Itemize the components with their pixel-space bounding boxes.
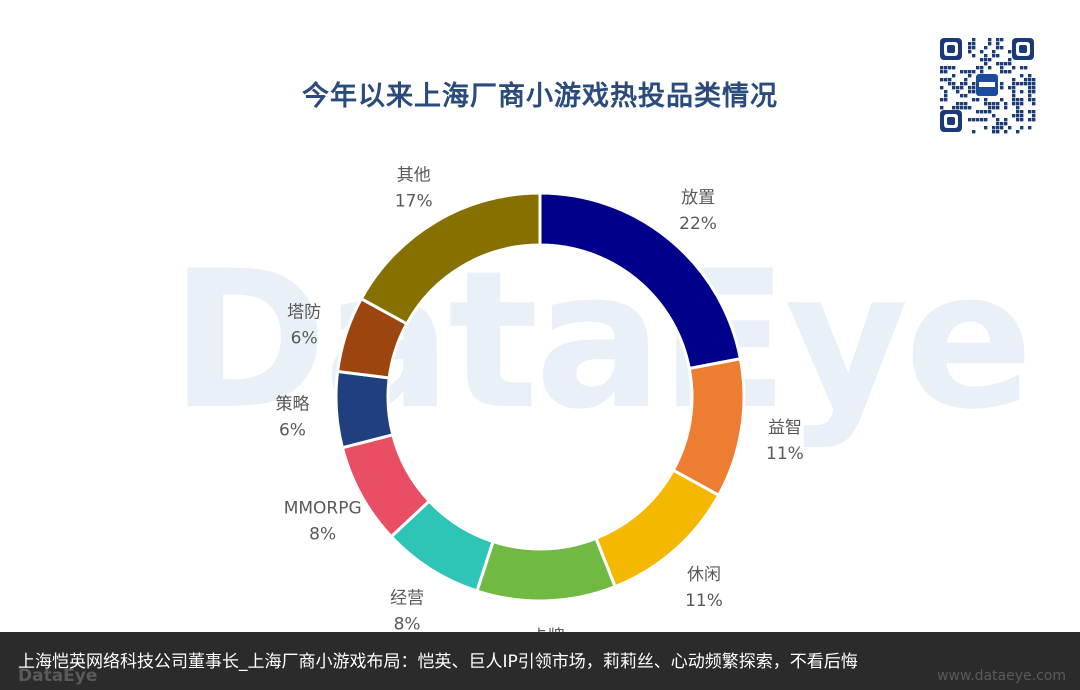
slice-label-8: 其他 — [397, 166, 431, 186]
qr-code-icon — [938, 36, 1036, 134]
slice-6 — [334, 369, 395, 450]
brand-logo-text: DataEye — [18, 666, 98, 686]
slice-pct-8: 17% — [395, 192, 433, 212]
slice-label-5: MMORPG — [284, 498, 362, 518]
caption-bar — [0, 632, 1080, 690]
slice-pct-0: 22% — [679, 214, 717, 234]
slice-label-0: 放置 — [681, 188, 715, 208]
slice-pct-6: 6% — [279, 421, 306, 441]
slice-pct-1: 11% — [766, 444, 804, 464]
slice-pct-5: 8% — [309, 524, 336, 544]
slice-label-2: 休闲 — [687, 565, 721, 585]
chart-title: 今年以来上海厂商小游戏热投品类情况 — [302, 81, 778, 112]
slice-label-7: 塔防 — [287, 302, 321, 322]
brand-url: www.dataeye.com — [937, 668, 1066, 684]
article-caption: 上海恺英网络科技公司董事长_上海厂商小游戏布局：恺英、巨人IP引领市场，莉莉丝、… — [18, 652, 858, 672]
slice-3 — [475, 536, 618, 603]
slice-label-6: 策略 — [275, 395, 309, 415]
slice-pct-2: 11% — [685, 591, 723, 611]
slice-8 — [359, 191, 542, 326]
slice-pct-4: 8% — [394, 614, 421, 634]
slice-pct-7: 6% — [291, 328, 318, 348]
slice-label-1: 益智 — [768, 418, 802, 438]
slice-label-4: 经营 — [390, 588, 424, 608]
